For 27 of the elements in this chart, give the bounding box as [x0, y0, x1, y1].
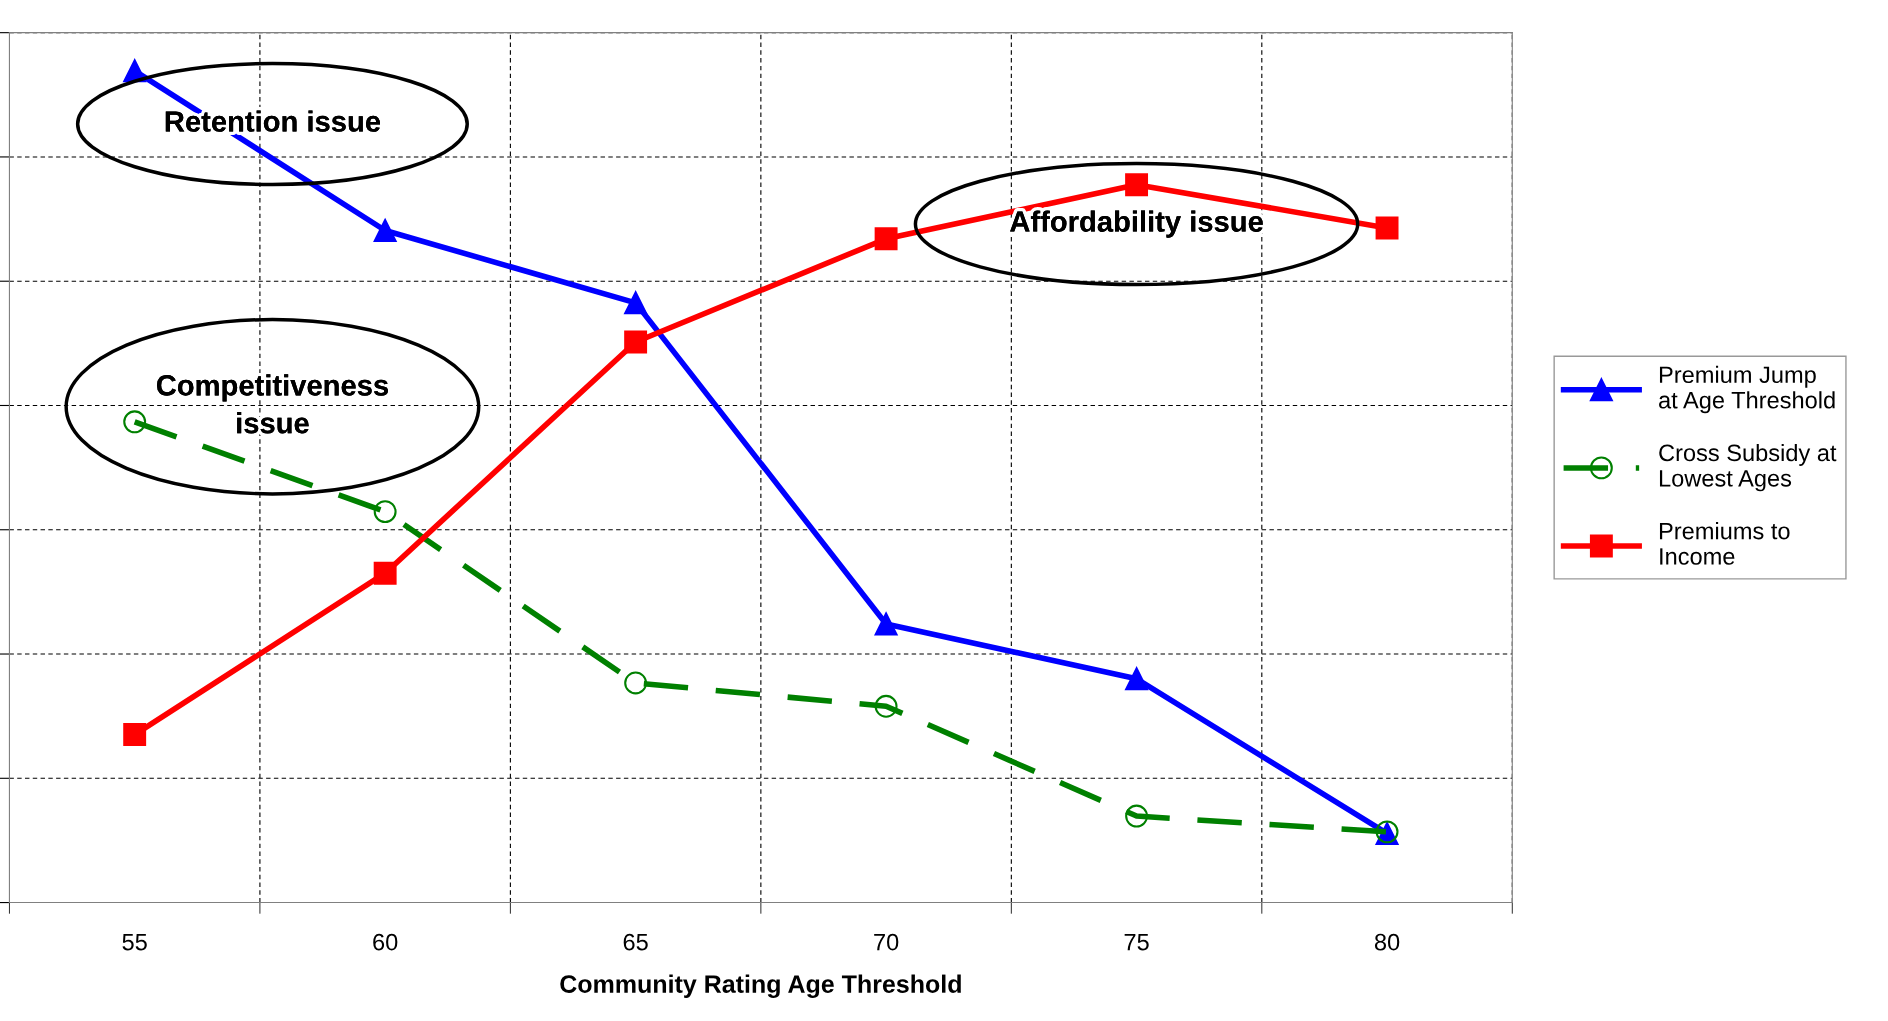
point: [624, 291, 648, 315]
legend-label: Premium Jump at Age Threshold: [1659, 365, 1835, 414]
x-tick-label: 60: [373, 933, 398, 951]
legend-label: Cross Subsidy at Lowest Ages: [1659, 443, 1837, 492]
point: [874, 227, 898, 251]
point: [373, 561, 397, 585]
x-tick-label: 80: [1374, 933, 1400, 951]
x-tick-label: 65: [623, 933, 648, 951]
x-tick-label: 55: [122, 933, 147, 951]
x-tick-label: 75: [1124, 933, 1149, 951]
point: [1375, 216, 1399, 240]
point: [373, 219, 397, 242]
legend-label: Premiums to Income: [1659, 522, 1790, 565]
annotation: Affordability issue: [1010, 210, 1263, 238]
point: [624, 671, 648, 695]
point: [123, 410, 147, 434]
point: [624, 330, 648, 354]
point: [874, 612, 898, 636]
point: [1125, 804, 1149, 828]
x-axis-title: Community Rating Age Threshold: [560, 974, 961, 998]
x-tick-label: 70: [874, 933, 899, 951]
point: [373, 500, 397, 524]
point: [123, 723, 147, 747]
point: [1125, 173, 1149, 197]
point: [874, 694, 898, 718]
point: [1125, 667, 1149, 691]
annotation: Competitiveness issue: [156, 374, 388, 434]
